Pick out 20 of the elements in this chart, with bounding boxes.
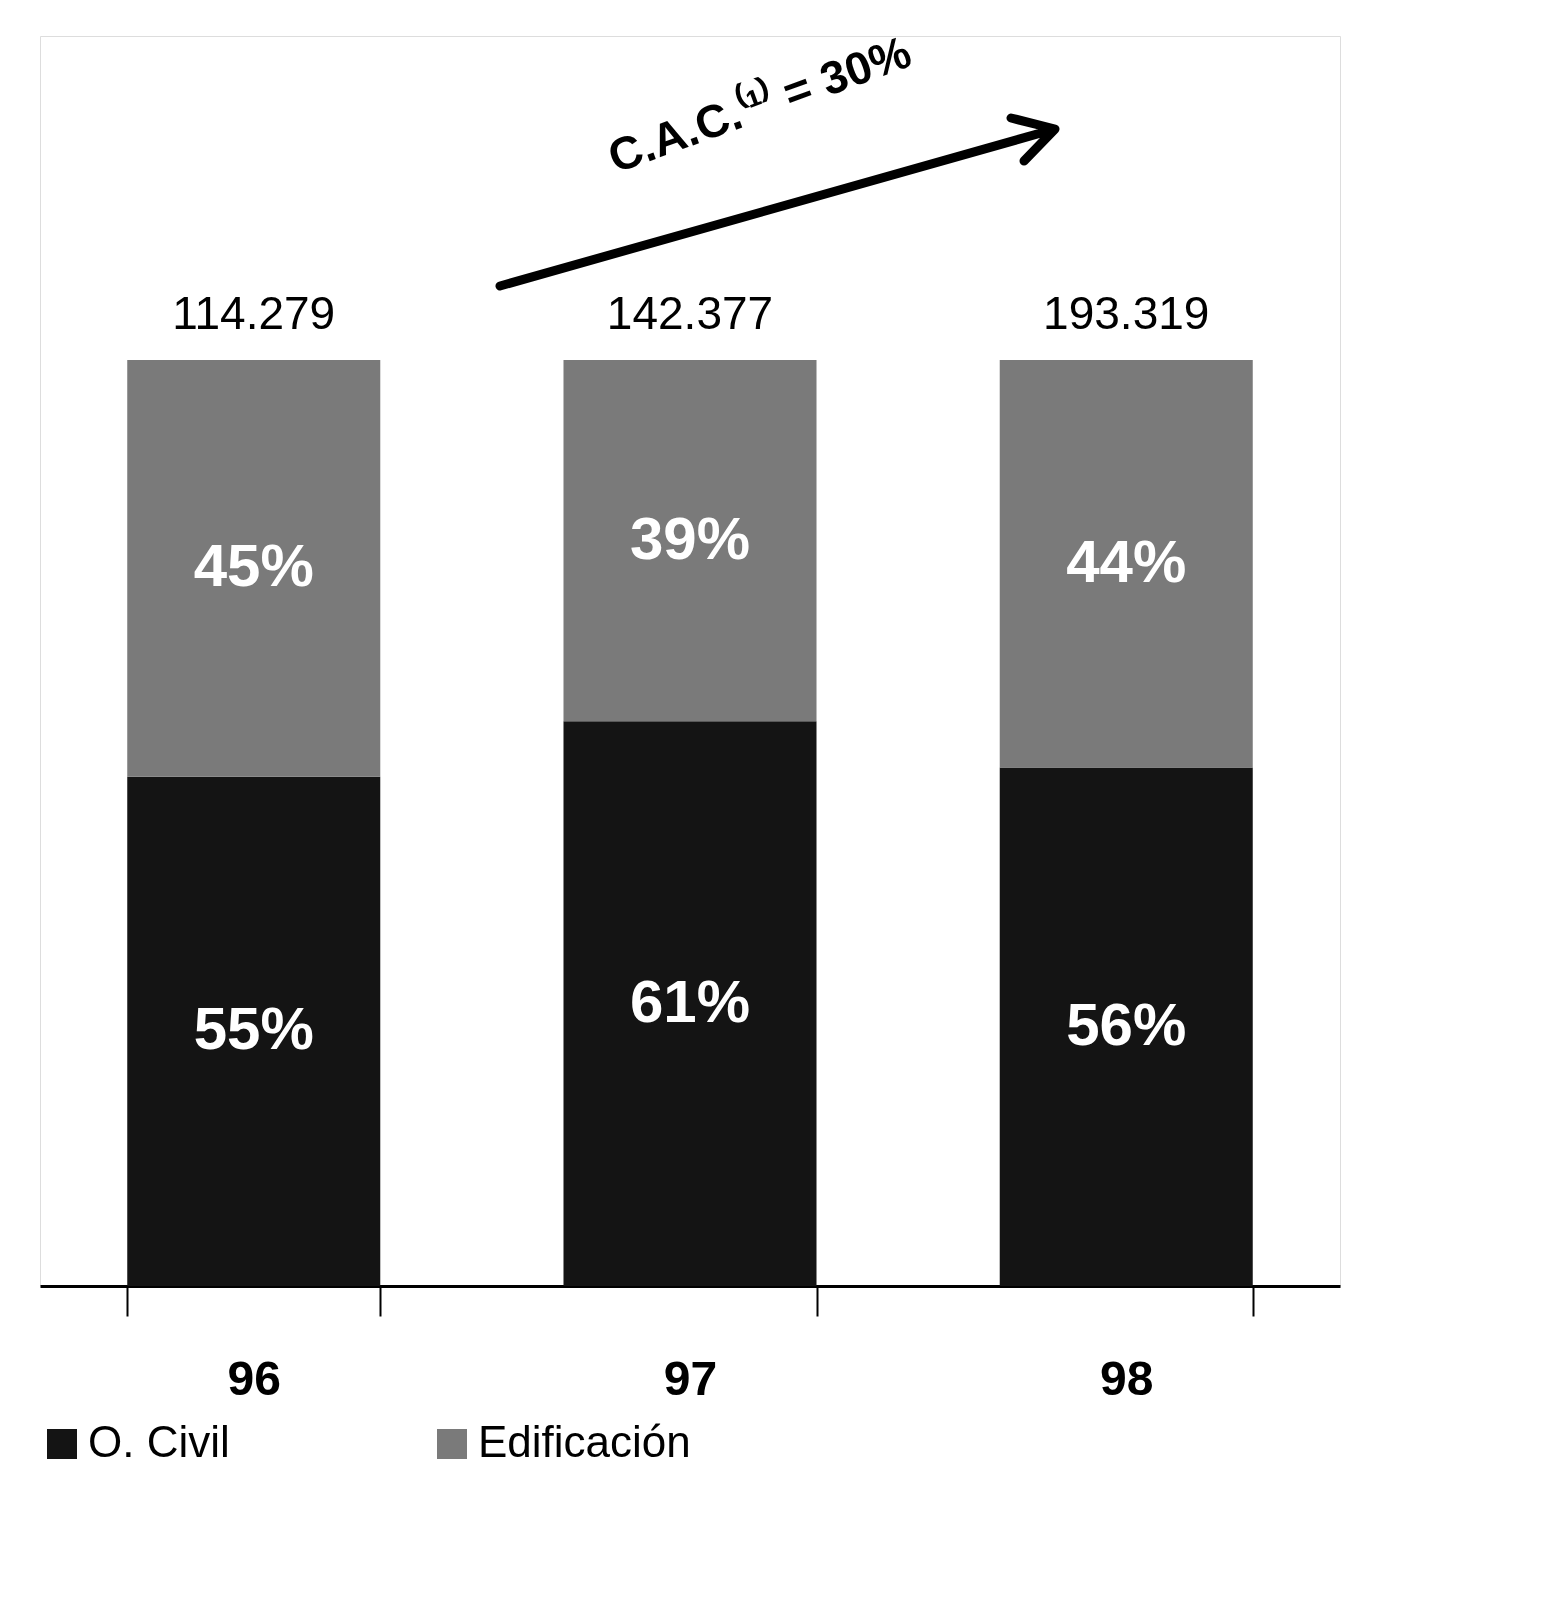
data-label: 44% (1066, 527, 1187, 595)
x-tick-label: 96 (227, 1351, 281, 1405)
bar (999, 360, 1253, 768)
legend-label: Edificación (478, 1417, 691, 1466)
bar (999, 767, 1253, 1286)
data-label: 61% (629, 967, 751, 1035)
data-label: 55% (193, 995, 314, 1063)
data-label: 39% (629, 504, 751, 572)
text: 142.377 (606, 287, 774, 340)
bar (127, 360, 381, 777)
bar (563, 721, 817, 1286)
x-tick-label: 98 (1100, 1351, 1154, 1405)
text: 114.279 (172, 287, 336, 340)
text: 193.319 (1043, 287, 1210, 340)
data-label: 45% (193, 532, 314, 600)
bar (563, 360, 817, 722)
legend-label: O. Civil (88, 1417, 230, 1466)
data-label: 56% (1066, 990, 1187, 1058)
bar (127, 776, 381, 1286)
x-tick-label: 97 (663, 1351, 718, 1405)
